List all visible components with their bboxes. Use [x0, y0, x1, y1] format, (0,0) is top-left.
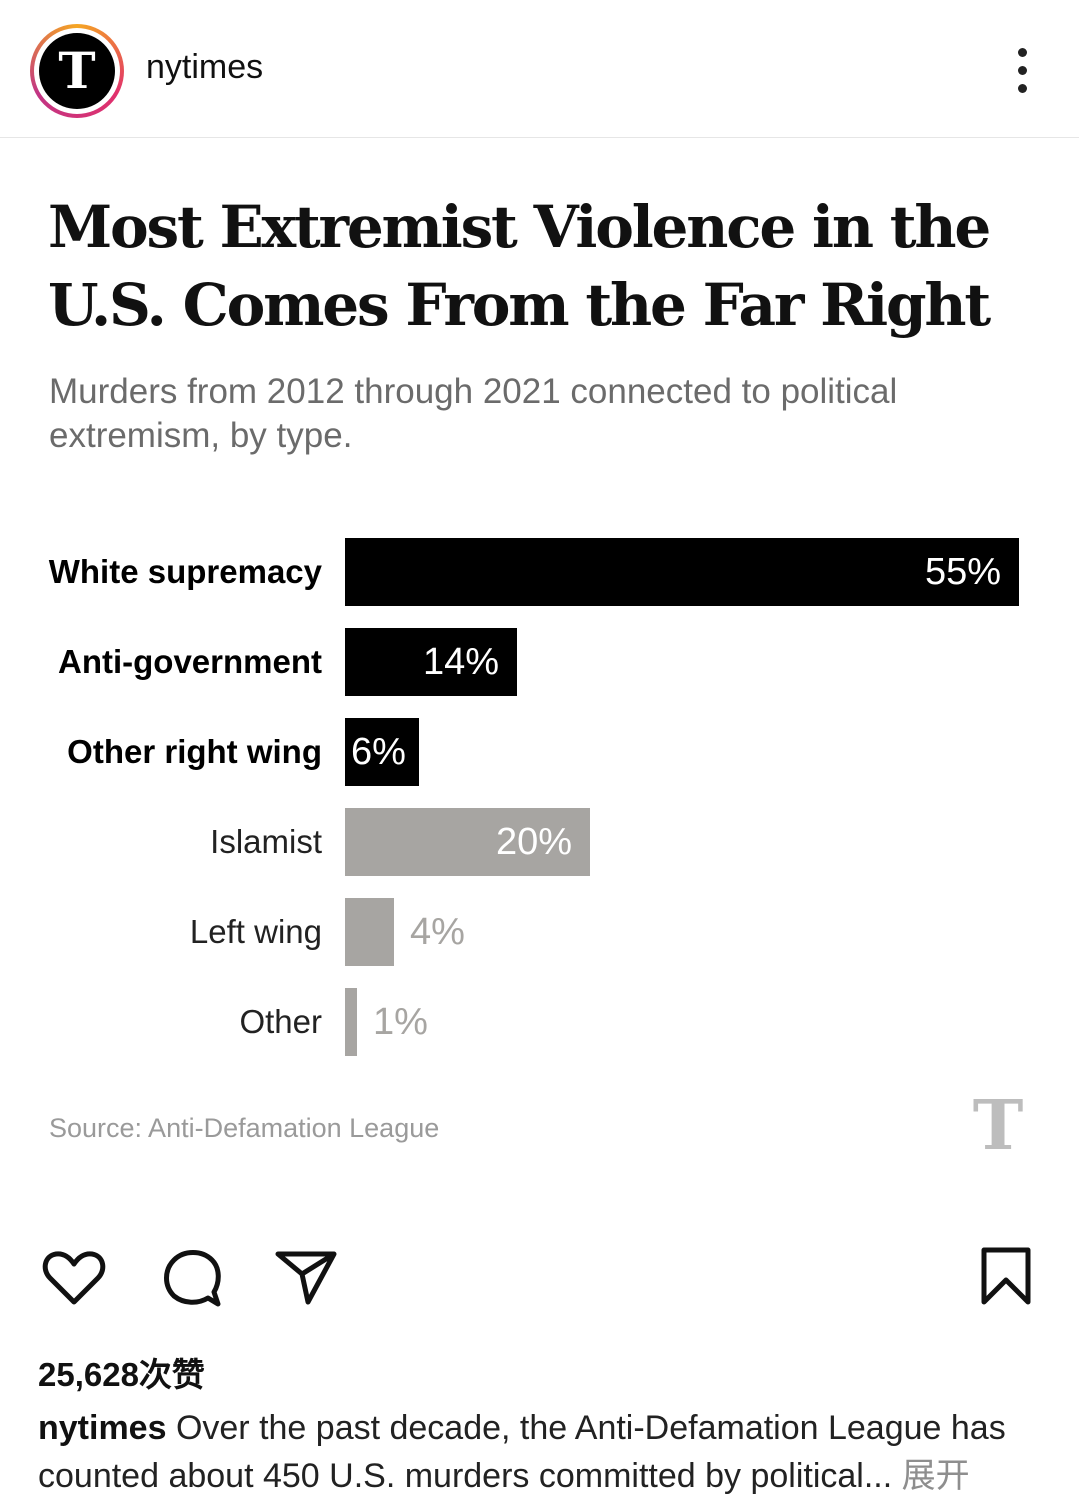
- expand-caption-button[interactable]: 展开: [901, 1457, 970, 1495]
- chart-row: Left wing 4%: [0, 898, 1079, 966]
- bookmark-icon[interactable]: [970, 1240, 1042, 1312]
- bar-value-label: 55%: [924, 551, 1001, 593]
- bar-category-label: Left wing: [189, 913, 322, 950]
- bar-value-label: 20%: [495, 821, 572, 863]
- bar-value-label: 4%: [410, 911, 465, 953]
- share-icon[interactable]: [270, 1240, 342, 1312]
- graphic-subtitle: Murders from 2012 through 2021 connected…: [49, 372, 898, 455]
- chart-source: Source: Anti-Defamation League: [49, 1113, 440, 1143]
- bar: [345, 718, 419, 786]
- nyt-watermark-icon: T: [972, 1086, 1024, 1166]
- bar: [345, 898, 394, 966]
- avatar-frame: T: [34, 28, 120, 114]
- bar-category-label: Other right wing: [67, 733, 322, 770]
- chart-row: Islamist 20%: [0, 808, 1079, 876]
- nyt-logo-icon: T: [39, 33, 115, 109]
- chart-row: White supremacy 55%: [0, 538, 1079, 606]
- graphic-title: Most Extremist Violence in the U.S. Come…: [48, 193, 991, 339]
- bar-category-label: White supremacy: [48, 553, 322, 590]
- heart-icon[interactable]: [38, 1240, 110, 1312]
- caption-text: Over the past decade, the Anti-Defamatio…: [38, 1409, 1006, 1495]
- bar-chart: White supremacy 55% Anti-government 14% Othe…: [0, 530, 1079, 1070]
- likes-count[interactable]: 25,628次赞: [38, 1356, 205, 1393]
- bar-value-label: 6%: [351, 731, 406, 773]
- bar-category-label: Islamist: [210, 823, 322, 860]
- bar-value-label: 14%: [422, 641, 499, 683]
- post-header: T nytimes: [0, 0, 1079, 138]
- avatar[interactable]: T: [30, 24, 124, 118]
- post-caption: nytimes Over the past decade, the Anti-D…: [38, 1404, 1058, 1496]
- bar-category-label: Anti-government: [58, 643, 322, 680]
- chart-row: Other 1%: [0, 988, 1079, 1056]
- comment-icon[interactable]: [154, 1240, 226, 1312]
- more-options-icon[interactable]: [1008, 48, 1036, 96]
- bar: [345, 538, 1019, 606]
- post-actions: [0, 1240, 1079, 1320]
- caption-username[interactable]: nytimes: [38, 1409, 167, 1447]
- bar: [345, 808, 590, 876]
- bar: [345, 628, 517, 696]
- bar-value-label: 1%: [373, 1001, 428, 1043]
- chart-row: Other right wing 6%: [0, 718, 1079, 786]
- bar-category-label: Other: [239, 1003, 322, 1040]
- bar: [345, 988, 357, 1056]
- chart-row: Anti-government 14%: [0, 628, 1079, 696]
- username[interactable]: nytimes: [146, 48, 264, 86]
